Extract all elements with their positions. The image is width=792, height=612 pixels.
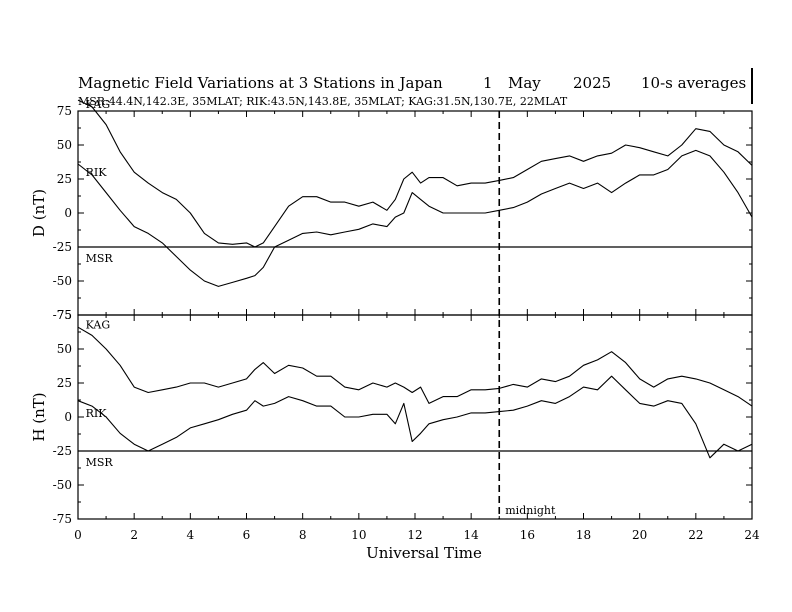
panel-frame — [77, 314, 753, 520]
chart-date-day: 1 — [483, 74, 493, 92]
y-axis-label: H (nT) — [30, 392, 48, 441]
station-coordinates: MSR:44.4N,142.3E, 35MLAT; RIK:43.5N,143.… — [78, 95, 568, 108]
y-tick-label: 0 — [64, 206, 72, 220]
x-tick-label: 8 — [299, 528, 307, 542]
panel-d: 75 50 25 0 -25 -50 -75 D (nT) KAG RIK MSR — [30, 98, 753, 322]
y-tick-label: -75 — [53, 308, 72, 322]
series-label-msr: MSR — [86, 456, 114, 469]
x-axis-label: Universal Time — [366, 544, 482, 562]
y-tick-label: 0 — [64, 410, 72, 424]
chart-date-year: 2025 — [573, 74, 611, 92]
y-tick-label: 75 — [57, 308, 72, 322]
y-axis-label: D (nT) — [30, 189, 48, 237]
series-line-kag — [77, 99, 753, 248]
y-tick-label: 25 — [57, 376, 72, 390]
y-tick-label: -25 — [53, 444, 72, 458]
series-label-rik: RIK — [86, 166, 108, 179]
plot-area: 75 50 25 0 -25 -50 -75 D (nT) KAG RIK MSR 75 50 25 0 -2… — [30, 98, 760, 542]
y-tick-label: 75 — [57, 104, 72, 118]
y-tick-label: -25 — [53, 240, 72, 254]
chart-header: Magnetic Field Variations at 3 Stations … — [78, 74, 746, 108]
x-tick-label: 18 — [576, 528, 591, 542]
panel-h: 75 50 25 0 -25 -50 -75 H (nT) KAG RIK MSR — [30, 308, 753, 526]
y-tick-label: -50 — [53, 478, 72, 492]
x-tick-label: 24 — [744, 528, 760, 542]
panel-frame — [77, 110, 753, 316]
x-tick-label: 22 — [688, 528, 703, 542]
x-tick-label: 14 — [464, 528, 480, 542]
y-tick-label: 50 — [57, 138, 72, 152]
series-label-rik: RIK — [86, 407, 108, 420]
x-tick-label: 0 — [74, 528, 82, 542]
series-label-msr: MSR — [86, 252, 114, 265]
series-line-rik — [77, 149, 753, 287]
y-tick-label: -75 — [53, 512, 72, 526]
y-tick-label: -50 — [53, 274, 72, 288]
x-tick-label: 2 — [130, 528, 138, 542]
series-label-kag: KAG — [86, 319, 111, 332]
chart-averaging-label: 10-s averages — [641, 74, 746, 92]
series-line-kag — [77, 326, 753, 407]
series-line-rik — [77, 375, 753, 459]
x-tick-label: 4 — [187, 528, 195, 542]
midnight-label: midnight — [505, 504, 556, 517]
x-tick-label: 12 — [407, 528, 422, 542]
x-tick-label: 10 — [351, 528, 366, 542]
x-tick-label: 20 — [632, 528, 647, 542]
x-tick-label: 16 — [520, 528, 535, 542]
y-tick-label: 50 — [57, 342, 72, 356]
x-tick-label: 6 — [243, 528, 251, 542]
chart-date-month: May — [508, 74, 541, 92]
series-label-kag: KAG — [86, 98, 111, 111]
y-tick-label: 25 — [57, 172, 72, 186]
chart-title: Magnetic Field Variations at 3 Stations … — [78, 74, 443, 92]
